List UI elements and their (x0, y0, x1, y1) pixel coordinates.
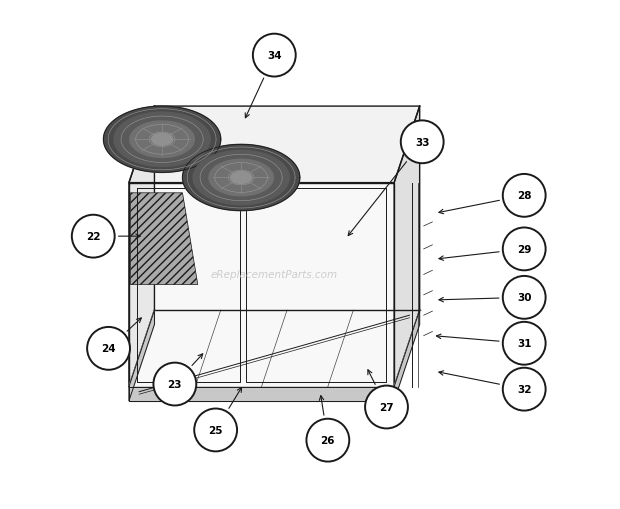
Text: eReplacementParts.com: eReplacementParts.com (211, 270, 338, 280)
Circle shape (194, 409, 237, 451)
Polygon shape (114, 113, 210, 167)
Text: 34: 34 (267, 51, 281, 61)
Polygon shape (151, 134, 172, 146)
Circle shape (87, 327, 130, 370)
Text: 23: 23 (167, 379, 182, 389)
Polygon shape (129, 183, 394, 387)
Circle shape (306, 419, 349, 462)
Text: 24: 24 (101, 344, 116, 354)
Text: 33: 33 (415, 137, 430, 148)
Circle shape (503, 368, 546, 411)
Text: 26: 26 (321, 435, 335, 445)
Polygon shape (193, 151, 290, 205)
Text: 22: 22 (86, 232, 100, 242)
Circle shape (503, 322, 546, 365)
Circle shape (503, 228, 546, 271)
Text: 31: 31 (517, 338, 531, 349)
Polygon shape (129, 107, 420, 183)
Text: 29: 29 (517, 244, 531, 254)
Text: 30: 30 (517, 293, 531, 303)
Circle shape (401, 121, 444, 164)
Polygon shape (130, 122, 194, 158)
Text: 32: 32 (517, 384, 531, 394)
Polygon shape (129, 310, 154, 401)
Circle shape (253, 35, 296, 77)
Polygon shape (104, 107, 221, 173)
Polygon shape (129, 387, 394, 401)
Circle shape (365, 386, 408, 429)
Polygon shape (182, 145, 300, 211)
Polygon shape (129, 107, 154, 387)
Circle shape (153, 363, 197, 406)
Text: 27: 27 (379, 402, 394, 412)
Circle shape (503, 175, 546, 217)
Circle shape (72, 215, 115, 258)
Text: 25: 25 (208, 425, 223, 435)
Polygon shape (209, 160, 273, 196)
Text: 28: 28 (517, 191, 531, 201)
Circle shape (503, 276, 546, 319)
Polygon shape (394, 107, 420, 387)
Polygon shape (231, 172, 252, 184)
Polygon shape (130, 193, 198, 285)
Polygon shape (394, 310, 420, 401)
